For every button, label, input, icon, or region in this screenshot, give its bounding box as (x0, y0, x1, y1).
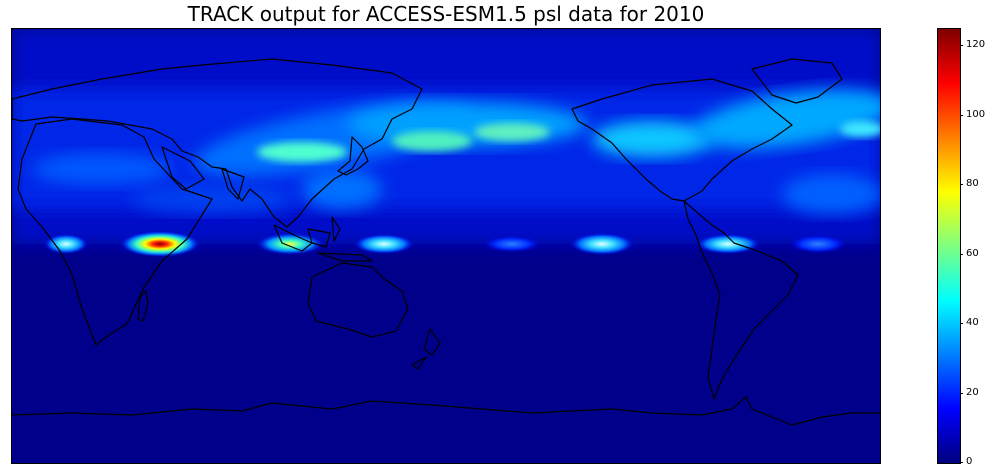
colorbar-tick-mark (960, 45, 963, 47)
figure-title: TRACK output for ACCESS-ESM1.5 psl data … (187, 2, 705, 26)
colorbar-tick-label: 0 (966, 456, 973, 467)
colorbar-tick-label: 80 (966, 178, 979, 190)
colorbar-tick-mark (960, 114, 963, 116)
colorbar-tick-label: 60 (966, 247, 979, 259)
colorbar-tick-label: 100 (966, 108, 986, 120)
colorbar (937, 28, 961, 464)
coastlines (12, 58, 880, 426)
colorbar-tick-label: 120 (966, 39, 986, 51)
northern-storm-track (12, 29, 880, 244)
colorbar-tick-mark (960, 184, 963, 186)
colorbar-axis: 0 20 40 60 80 100 120 (960, 28, 991, 467)
map-panel (11, 28, 881, 464)
colorbar-tick-mark (960, 323, 963, 325)
density-map (12, 29, 880, 426)
colorbar-tick-mark (960, 253, 963, 255)
colorbar-tick-mark (960, 462, 963, 463)
colorbar-tick-mark (960, 392, 963, 394)
colorbar-tick-label: 20 (966, 386, 979, 398)
colorbar-tick-label: 40 (966, 317, 979, 329)
equatorial-maxima (44, 231, 846, 257)
